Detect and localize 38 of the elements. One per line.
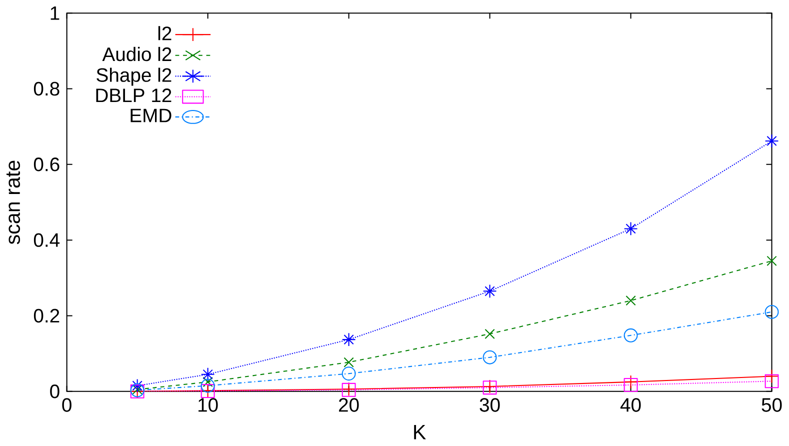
point bbox=[766, 256, 777, 266]
point bbox=[764, 369, 779, 384]
x-tick-label: 10 bbox=[198, 398, 218, 412]
point bbox=[482, 284, 497, 298]
legend-label: EMD bbox=[130, 109, 172, 122]
y-tick-label: 0.2 bbox=[34, 309, 60, 323]
point bbox=[344, 357, 354, 368]
point bbox=[130, 378, 144, 393]
point bbox=[626, 296, 636, 306]
point bbox=[624, 378, 638, 392]
y-tick-label: 0.6 bbox=[34, 158, 60, 172]
point bbox=[200, 378, 215, 393]
legend-label: Shape l2 bbox=[96, 68, 172, 86]
x-tick-label: 50 bbox=[762, 398, 782, 412]
point bbox=[484, 328, 495, 340]
y-axis-title: scan rate bbox=[6, 160, 20, 244]
point bbox=[624, 328, 638, 343]
x-tick-label: 0 bbox=[62, 398, 72, 412]
point bbox=[342, 366, 356, 381]
point bbox=[482, 350, 497, 364]
point bbox=[342, 332, 356, 347]
x-tick-label: 30 bbox=[480, 398, 500, 412]
point bbox=[624, 375, 638, 390]
legend-label: DBLP 12 bbox=[96, 88, 172, 102]
point bbox=[624, 222, 638, 236]
y-tick-label: 0.8 bbox=[34, 82, 60, 96]
point bbox=[764, 134, 779, 148]
x-axis-title: K bbox=[414, 425, 426, 440]
point bbox=[764, 374, 779, 388]
x-tick-label: 40 bbox=[620, 398, 641, 412]
y-tick-label: 0 bbox=[50, 384, 60, 398]
point bbox=[200, 368, 215, 382]
legend-label: Audio l2 bbox=[102, 47, 172, 62]
point bbox=[764, 305, 779, 320]
legend-label: l2 bbox=[158, 26, 172, 40]
x-tick-label: 20 bbox=[339, 398, 359, 412]
y-tick-label: 0.4 bbox=[34, 233, 60, 248]
y-tick-label: 1 bbox=[50, 6, 60, 20]
